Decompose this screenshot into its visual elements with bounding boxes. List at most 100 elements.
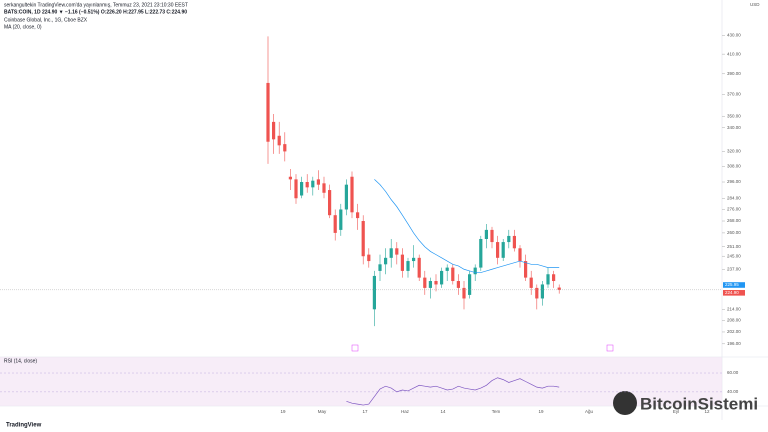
- y-tick-label: 308.00: [727, 164, 741, 169]
- watermark-icon: [613, 391, 637, 415]
- ma-line: [374, 179, 560, 273]
- candle-body: [384, 257, 388, 265]
- candle-body: [529, 277, 533, 288]
- candle-body: [277, 135, 281, 146]
- candle-body: [456, 281, 460, 288]
- y-tick-label: 284.00: [727, 195, 741, 200]
- currency: USD: [750, 2, 760, 7]
- x-tick-label: 19: [538, 409, 544, 414]
- event-marker: [351, 344, 359, 352]
- candle-body: [406, 261, 410, 271]
- y-tick-label: 390.00: [727, 71, 741, 76]
- y-tick-label: 245.00: [727, 253, 741, 258]
- candle-body: [372, 275, 376, 310]
- candle-body: [294, 179, 298, 199]
- x-tick-label: 12: [704, 409, 710, 414]
- candle-body: [328, 190, 332, 216]
- y-tick-label: 410.00: [727, 51, 741, 56]
- candle-body: [512, 235, 516, 249]
- candle-body: [367, 254, 371, 262]
- candle-body: [389, 248, 393, 258]
- candle-body: [333, 215, 337, 233]
- candle-body: [546, 274, 550, 285]
- candle-body: [272, 121, 276, 140]
- candle-body: [484, 229, 488, 239]
- candle-body: [361, 221, 365, 257]
- y-tick-label: 350.00: [727, 113, 741, 118]
- y-tick-label: 202.00: [727, 329, 741, 334]
- price-badge: [723, 282, 745, 288]
- author-line: serkangultekin TradingView.com'da yayınl…: [4, 2, 188, 8]
- candle-body: [283, 144, 287, 152]
- candle-body: [288, 176, 292, 180]
- watermark: BitcoinSistemi: [640, 394, 758, 413]
- candle-body: [316, 179, 320, 185]
- y-tick-label: 320.00: [727, 149, 741, 154]
- x-tick-label: 14: [440, 409, 446, 414]
- candle-body: [490, 229, 494, 243]
- candle-body: [524, 261, 528, 278]
- y-tick-label: 237.00: [727, 266, 741, 271]
- candle-body: [417, 257, 421, 278]
- candle-body: [535, 287, 539, 299]
- logo: TradingView: [6, 423, 42, 429]
- candle-body: [552, 274, 556, 282]
- rsi-band: [0, 357, 722, 406]
- candle-body: [540, 284, 544, 299]
- indicator: MA (20, close, 0): [4, 24, 42, 30]
- candle-body: [518, 248, 522, 262]
- event-marker: [606, 344, 614, 352]
- candle-body: [434, 281, 438, 285]
- y-tick-label: 214.00: [727, 307, 741, 312]
- candle-body: [350, 176, 354, 213]
- y-tick-label: 196.00: [727, 341, 741, 346]
- symbol-line: BATS:COIN, 1D 224.90 ▼ −1.16 (−0.51%) O:…: [4, 9, 187, 15]
- candle-body: [445, 267, 449, 271]
- price-badge: [723, 290, 745, 296]
- rsi-tick-label: 60.00: [727, 370, 739, 375]
- candle-body: [428, 281, 432, 288]
- y-tick-label: 276.00: [727, 207, 741, 212]
- candle-body: [501, 242, 505, 258]
- candle-body: [356, 212, 360, 219]
- y-tick-label: 268.00: [727, 218, 741, 223]
- candle-body: [473, 267, 477, 275]
- candle-body: [395, 248, 399, 255]
- rsi-line: [346, 377, 560, 406]
- candle-body: [462, 287, 466, 299]
- candle-body: [496, 242, 500, 258]
- candle-body: [322, 183, 326, 193]
- y-tick-label: 260.00: [727, 230, 741, 235]
- y-tick-label: 370.00: [727, 92, 741, 97]
- candle-body: [339, 209, 343, 230]
- candle-body: [300, 182, 304, 196]
- y-tick-label: 340.00: [727, 125, 741, 130]
- x-tick-label: May: [318, 409, 327, 414]
- y-tick-label: 251.00: [727, 244, 741, 249]
- candle-body: [412, 257, 416, 262]
- y-tick-label: 208.00: [727, 318, 741, 323]
- candle-body: [451, 267, 455, 282]
- price-badge-label: 225.95: [725, 282, 739, 287]
- x-tick-label: Haz: [401, 409, 410, 414]
- rsi-tick-label: 40.00: [727, 389, 739, 394]
- x-tick-label: 17: [362, 409, 368, 414]
- candle-body: [440, 270, 444, 285]
- candle-body: [479, 238, 483, 268]
- candle-body: [423, 277, 427, 288]
- candle-body: [378, 264, 382, 271]
- x-tick-label: Ağu: [585, 409, 594, 414]
- price-badge-label: 224.90: [725, 290, 739, 295]
- y-tick-label: 430.00: [727, 33, 741, 38]
- candle-body: [400, 254, 404, 271]
- candle-body: [557, 287, 561, 290]
- y-tick-label: 296.00: [727, 179, 741, 184]
- x-tick-label: Tem: [492, 409, 501, 414]
- candle-body: [507, 235, 511, 243]
- instrument: Coinbase Global, Inc., 1G, Cboe BZX: [4, 17, 88, 23]
- x-tick-label: Eyl: [673, 409, 679, 414]
- candle-body: [344, 184, 348, 210]
- candle-body: [305, 182, 309, 188]
- candle-body: [311, 180, 315, 188]
